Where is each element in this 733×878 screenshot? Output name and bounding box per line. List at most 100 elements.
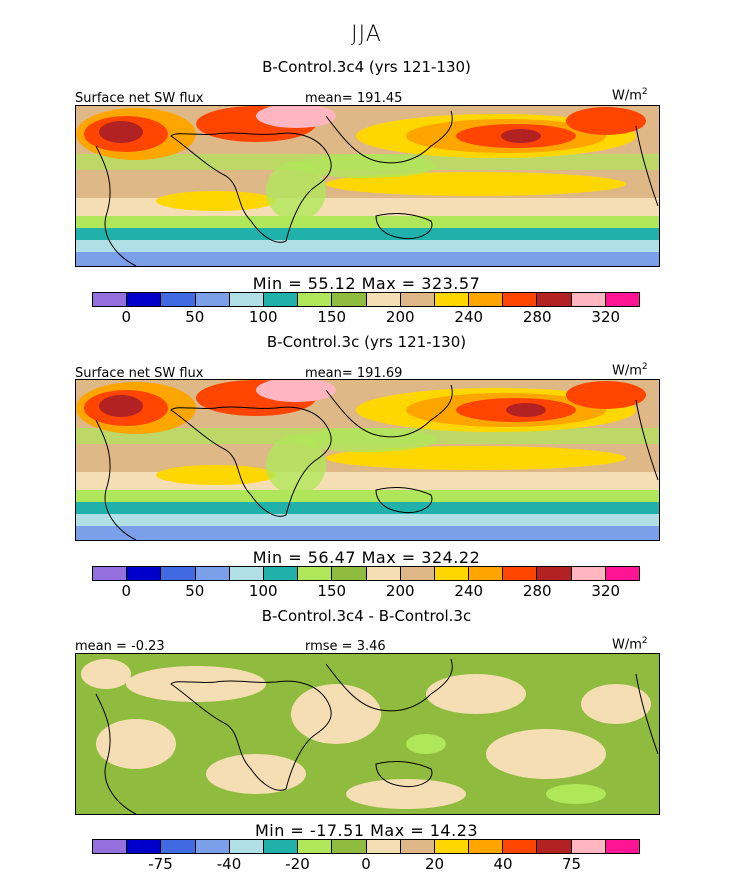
colorbar-swatch [93, 840, 128, 853]
panel-3-mean-label: mean = -0.23 [75, 639, 165, 654]
colorbar-swatch [263, 840, 299, 853]
panel-2-mean-label: mean= 191.69 [305, 366, 403, 381]
panel-3-title: B-Control.3c4 - B-Control.3c [261, 607, 472, 625]
colorbar-swatch [537, 293, 572, 306]
colorbar-swatch [469, 840, 504, 853]
colorbar-tick-label: 40 [493, 855, 513, 873]
colorbar-swatch [400, 567, 435, 580]
panel-3-minmax: Min = -17.51 Max = 14.23 [254, 821, 479, 840]
panel-2-minmax: Min = 56.47 Max = 324.22 [252, 548, 481, 567]
colorbar-swatch [366, 840, 401, 853]
season-title: JJA [351, 22, 382, 47]
panel-1-map [75, 105, 660, 267]
coastlines [95, 384, 659, 540]
colorbar-tick-label: 0 [121, 582, 132, 600]
colorbar-swatch [469, 567, 504, 580]
colorbar-swatch [263, 293, 299, 306]
colorbar-swatch [434, 567, 470, 580]
panel-2-unit: W/m2 [612, 362, 648, 379]
colorbar-tick-label: 240 [454, 308, 484, 326]
colorbar-swatch [434, 840, 470, 853]
base-field [76, 654, 659, 814]
colorbar-swatch [127, 567, 162, 580]
colorbar-swatch [93, 293, 128, 306]
colorbar-swatch [503, 840, 538, 853]
colorbar-swatch [195, 567, 230, 580]
colorbar-swatch [127, 840, 162, 853]
colorbar-swatch [503, 293, 538, 306]
colorbar-tick-label: 75 [561, 855, 582, 873]
colorbar-tick-label: 320 [591, 582, 621, 600]
panel-1-mean-label: mean= 191.45 [305, 91, 403, 106]
colorbar-tick-label: 100 [248, 308, 278, 326]
colorbar-swatch [298, 567, 333, 580]
colorbar-tick-label: 0 [121, 308, 132, 326]
panel-2-title: B-Control.3c (yrs 121-130) [266, 333, 467, 351]
warm-patches [76, 106, 646, 221]
colorbar-swatch [229, 840, 264, 853]
colorbar-tick-label: 50 [185, 582, 205, 600]
colorbar-swatch [195, 293, 230, 306]
colorbar-swatch [93, 567, 128, 580]
colorbar-tick-label: 20 [424, 855, 445, 873]
colorbar-tick-label: 0 [361, 855, 371, 873]
colorbar-tick-label: 150 [317, 308, 347, 326]
colorbar-swatch [434, 293, 470, 306]
colorbar-swatch [263, 567, 299, 580]
colorbar-tick-label: 280 [522, 308, 552, 326]
colorbar-tick-label: 200 [385, 582, 415, 600]
colorbar-tick-label: 320 [591, 308, 621, 326]
colorbar-1-ticks: 0 50 100 150 200 240 280 320 [92, 308, 640, 326]
colorbar-swatch [366, 293, 401, 306]
colorbar-swatch [127, 293, 162, 306]
colorbar-swatch [469, 293, 504, 306]
colorbar-swatch [229, 293, 264, 306]
colorbar-swatch [161, 293, 196, 306]
colorbar-swatch [400, 293, 435, 306]
colorbar-tick-label: 280 [522, 582, 552, 600]
colorbar-swatch [605, 567, 639, 580]
colorbar-swatch [298, 840, 333, 853]
colorbar-tick-label: 150 [317, 582, 347, 600]
colorbar-1 [92, 292, 640, 307]
colorbar-swatch [332, 840, 367, 853]
colorbar-3 [92, 839, 640, 854]
colorbar-swatch [161, 567, 196, 580]
panel-3-unit: W/m2 [612, 636, 648, 653]
panel-1-unit: W/m2 [612, 87, 648, 104]
colorbar-swatch [503, 567, 538, 580]
colorbar-tick-label: -40 [216, 855, 242, 873]
colorbar-swatch [571, 293, 606, 306]
colorbar-2-ticks: 0 50 100 150 200 240 280 320 [92, 582, 640, 600]
colorbar-3-ticks: -75 -40 -20 0 20 40 75 [92, 855, 640, 873]
colorbar-swatch [229, 567, 264, 580]
coastlines [95, 110, 659, 266]
colorbar-swatch [332, 293, 367, 306]
colorbar-tick-label: 200 [385, 308, 415, 326]
colorbar-2 [92, 566, 640, 581]
colorbar-swatch [605, 293, 639, 306]
coastlines [95, 658, 659, 814]
colorbar-tick-label: -20 [285, 855, 310, 873]
colorbar-swatch [195, 840, 230, 853]
colorbar-swatch [161, 840, 196, 853]
colorbar-swatch [366, 567, 401, 580]
panel-2-variable-label: Surface net SW flux [75, 366, 204, 381]
colorbar-swatch [400, 840, 435, 853]
colorbar-tick-label: 240 [454, 582, 484, 600]
colorbar-swatch [537, 567, 572, 580]
colorbar-swatch [605, 840, 639, 853]
colorbar-swatch [571, 840, 606, 853]
colorbar-swatch [332, 567, 367, 580]
panel-3-map [75, 653, 660, 815]
panel-1-variable-label: Surface net SW flux [75, 91, 204, 106]
panel-3-rmse-label: rmse = 3.46 [305, 639, 386, 654]
panel-1-title: B-Control.3c4 (yrs 121-130) [262, 58, 471, 76]
panel-2-map [75, 379, 660, 541]
colorbar-swatch [298, 293, 333, 306]
colorbar-swatch [537, 840, 572, 853]
colorbar-tick-label: -75 [148, 855, 173, 873]
colorbar-swatch [571, 567, 606, 580]
colorbar-tick-label: 100 [248, 582, 278, 600]
colorbar-tick-label: 50 [185, 308, 205, 326]
